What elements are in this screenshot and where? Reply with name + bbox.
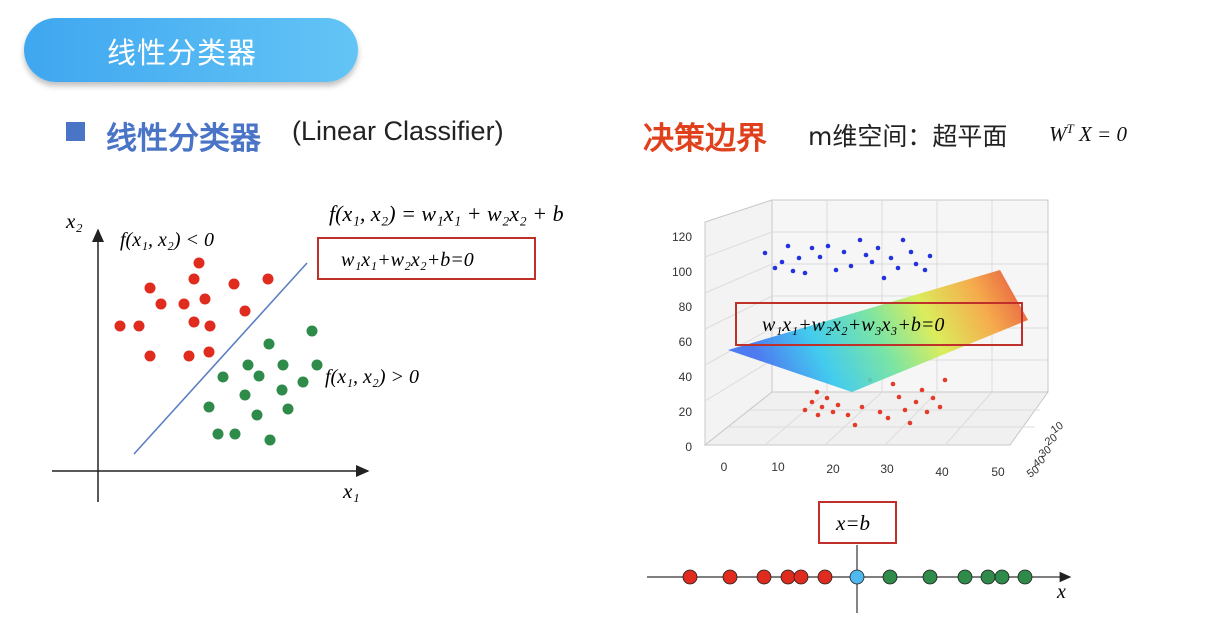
green-point <box>203 401 215 413</box>
red-point <box>183 350 195 362</box>
green-point <box>264 434 276 446</box>
green-point <box>253 370 265 382</box>
green-point <box>239 389 251 401</box>
hyperplane-formula: WT X = 0 <box>1049 121 1127 146</box>
red-point <box>188 316 200 328</box>
red-point <box>178 298 190 310</box>
red-point <box>155 298 167 310</box>
hyperplane-surface <box>728 270 1028 392</box>
green-point <box>263 338 275 350</box>
red-point <box>262 273 274 285</box>
red-point <box>228 278 240 290</box>
y-tick: 120 <box>672 230 692 244</box>
green-point-1d <box>994 569 1010 585</box>
decision-boundary-label: 决策边界 <box>643 121 767 157</box>
red-point-1d <box>756 569 772 585</box>
line-1d-diagram: x=b x <box>647 501 1072 613</box>
points-1d <box>682 569 1033 585</box>
green-points <box>203 325 323 446</box>
red-point <box>188 273 200 285</box>
y-tick: 80 <box>679 300 693 314</box>
y-tick: 40 <box>679 370 693 384</box>
red-point-1d <box>793 569 809 585</box>
depth-tick: 40 <box>1031 454 1048 471</box>
depth-tick: 50 <box>1025 464 1042 481</box>
green-point <box>229 428 241 440</box>
green-point <box>251 409 263 421</box>
x-tick: 30 <box>880 462 894 476</box>
red-point <box>144 282 156 294</box>
green-point <box>277 359 289 371</box>
f-definition: f(x₁, x₂) = w₁x₁ + w₂x₂ + b <box>329 201 564 226</box>
boundary-eq-box <box>317 237 536 280</box>
axis-label-x1: x₁ <box>342 479 360 503</box>
green-point <box>282 403 294 415</box>
plane-eq-box <box>735 302 1023 346</box>
red-point <box>133 320 145 332</box>
plot-3d: w₁x₁+w₂x₂+w₃x₃+b=0 0 20 40 60 80 100 120… <box>672 199 1066 481</box>
green-point-1d <box>1017 569 1033 585</box>
depth-tick: 10 <box>1049 420 1066 437</box>
green-point <box>311 359 323 371</box>
red-point <box>204 320 216 332</box>
boundary-point-1d <box>849 569 865 585</box>
red-point-1d <box>780 569 796 585</box>
red-point <box>114 320 126 332</box>
red-point <box>239 305 251 317</box>
boundary-eq: w₁x₁+w₂x₂+b=0 <box>341 249 474 271</box>
left-2d-diagram: x₂ x₁ f(x₁, x₂) = w₁x₁ + w₂x₂ + b w₁x₁+w… <box>52 201 564 503</box>
slide-title: 线性分类器 <box>107 36 258 70</box>
y-tick: 20 <box>679 405 693 419</box>
green-point <box>276 384 288 396</box>
x-ticks: 0 10 20 30 40 50 <box>721 460 1005 479</box>
green-point-1d <box>980 569 996 585</box>
red-point-1d <box>817 569 833 585</box>
green-point <box>297 376 309 388</box>
green-point-1d <box>922 569 938 585</box>
depth-tick: 20 <box>1043 432 1060 449</box>
slide-title-banner: 线性分类器 <box>24 18 358 82</box>
heading-chinese: 线性分类器 <box>106 121 261 157</box>
y-tick: 100 <box>672 265 692 279</box>
y-tick: 60 <box>679 335 693 349</box>
green-point-1d <box>882 569 898 585</box>
axis-label-x: x <box>1056 581 1066 603</box>
m-dim-space-text: m维空间：超平面 <box>808 122 1008 151</box>
red-points-3d <box>802 377 948 428</box>
region-negative-label: f(x₁, x₂) < 0 <box>120 229 214 251</box>
red-point <box>144 350 156 362</box>
y-tick: 0 <box>685 440 692 454</box>
floor-pane <box>703 391 1049 446</box>
heading-english: (Linear Classifier) <box>292 116 504 146</box>
x-tick: 20 <box>826 462 840 476</box>
red-point <box>203 346 215 358</box>
depth-tick: 30 <box>1037 444 1054 461</box>
red-points <box>114 257 274 362</box>
green-point <box>212 428 224 440</box>
bullet-square-icon <box>66 122 85 141</box>
green-point <box>306 325 318 337</box>
green-point <box>217 371 229 383</box>
depth-ticks: 50 40 30 20 10 <box>1025 420 1066 481</box>
decision-line <box>133 262 308 455</box>
x-eq-b: x=b <box>835 511 870 535</box>
x-tick: 0 <box>721 460 728 474</box>
axis-label-x2: x₂ <box>65 209 83 233</box>
green-point <box>242 359 254 371</box>
plane-eq: w₁x₁+w₂x₂+w₃x₃+b=0 <box>762 314 944 336</box>
x-eq-b-box <box>818 501 897 544</box>
red-point-1d <box>682 569 698 585</box>
red-point-1d <box>722 569 738 585</box>
x-tick: 40 <box>935 465 949 479</box>
region-positive-label: f(x₁, x₂) > 0 <box>325 366 419 388</box>
red-point <box>199 293 211 305</box>
red-point <box>193 257 205 269</box>
x-tick: 50 <box>991 465 1005 479</box>
green-point-1d <box>957 569 973 585</box>
blue-points-3d <box>762 237 933 281</box>
y-ticks: 0 20 40 60 80 100 120 <box>672 230 692 454</box>
x-tick: 10 <box>771 460 785 474</box>
